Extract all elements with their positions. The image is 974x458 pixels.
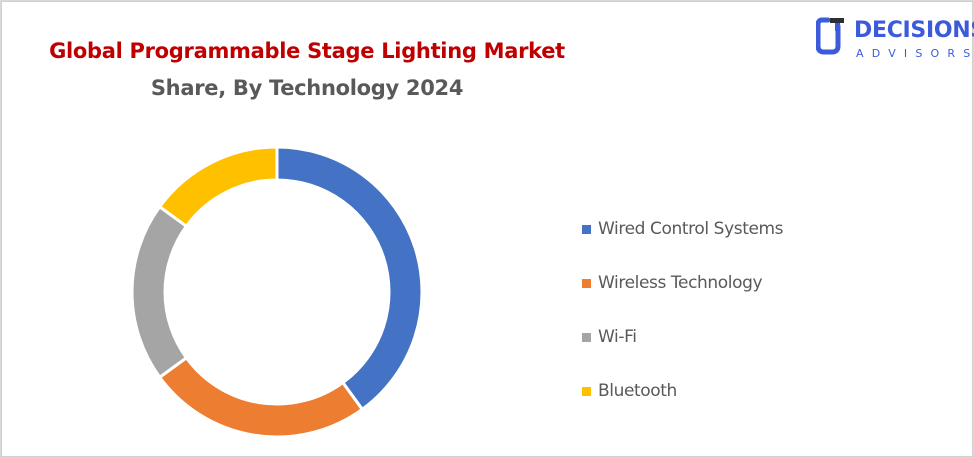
- legend-label: Wireless Technology: [598, 273, 763, 293]
- chart-subtitle: Share, By Technology 2024: [150, 76, 464, 100]
- logo-mark-icon: [816, 17, 844, 55]
- donut-chart: [130, 145, 424, 439]
- legend-swatch-icon: [582, 387, 591, 396]
- logo-subtext: ADVISORS: [856, 47, 974, 60]
- logo-wordmark: DECISIONS: [854, 18, 974, 43]
- legend-label: Wired Control Systems: [598, 219, 784, 239]
- donut-slice-bluetooth: [157, 145, 279, 229]
- chart-title: Global Programmable Stage Lighting Marke…: [49, 39, 565, 63]
- chart-legend: Wired Control Systems Wireless Technology…: [582, 215, 784, 431]
- legend-swatch-icon: [582, 225, 591, 234]
- decisions-advisors-logo: DECISIONS ADVISORS: [816, 16, 974, 66]
- donut-slice-wireless-technology: [157, 355, 365, 439]
- legend-item: Wireless Technology: [582, 269, 783, 323]
- legend-item: Wi-Fi: [582, 323, 783, 377]
- legend-swatch-icon: [582, 279, 591, 288]
- legend-label: Bluetooth: [598, 381, 677, 401]
- legend-label: Wi-Fi: [598, 327, 637, 347]
- legend-item: Wired Control Systems: [582, 215, 784, 269]
- legend-item: Bluetooth: [582, 377, 783, 431]
- legend-swatch-icon: [582, 333, 591, 342]
- donut-slice-wi-fi: [130, 204, 189, 380]
- donut-slice-wired-control-systems: [275, 145, 424, 412]
